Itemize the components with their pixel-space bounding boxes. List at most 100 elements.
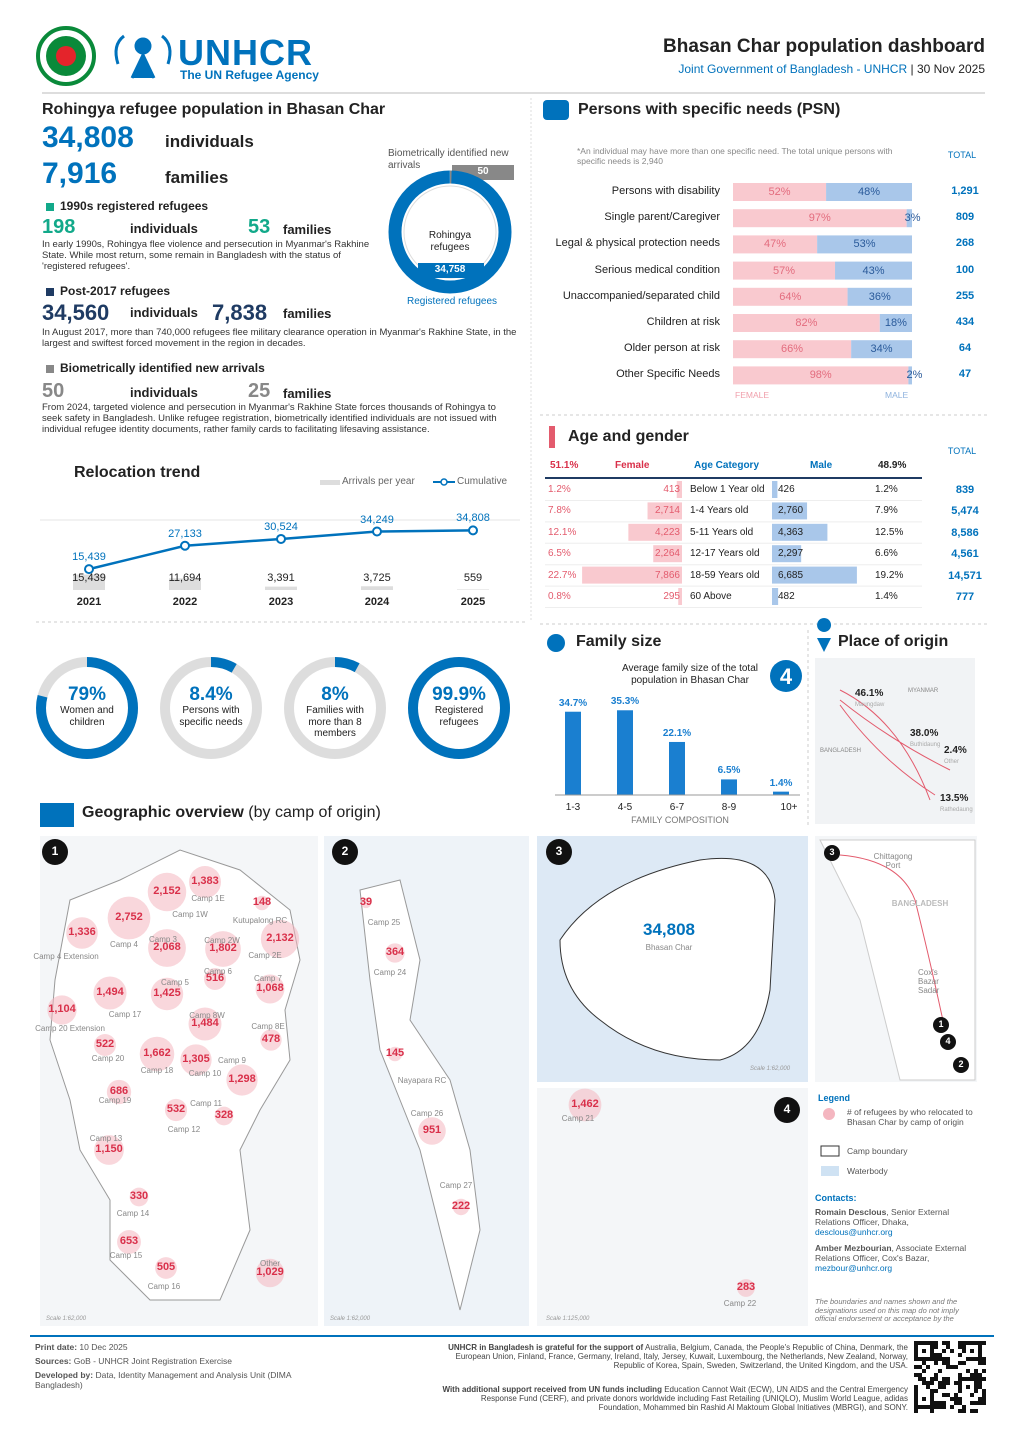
bubble [260,1029,282,1051]
female-label: 64% [779,290,802,303]
cumulative-point [84,564,94,575]
qr-cell [946,1365,950,1369]
qr-cell [918,1377,922,1381]
bubble [148,929,186,967]
camp-label: Nayapara RC [397,1076,447,1085]
island [559,857,776,1061]
female-bar [733,235,818,254]
arrival-bar [169,578,201,590]
bubble-label: 1,336 [68,926,96,938]
female-bar [733,340,852,359]
family-bar [773,791,789,795]
camp-label: Camp 7 [253,974,283,983]
camp-label: Camp 11 [190,1099,222,1108]
label: individuals [130,305,198,320]
qr-cell [942,1357,946,1361]
value-label: 1.4% [769,777,793,789]
qr-cell [930,1341,934,1345]
female-share: 0.8% [548,591,571,602]
qr-cell [914,1405,918,1409]
qr-cell [978,1361,982,1365]
qr-cell [942,1393,946,1397]
meta-key: Developed by: [35,1370,94,1380]
year-label: 2021 [76,596,102,608]
bubble [106,1079,132,1105]
qr-cell [938,1385,942,1389]
map-scale: Scale 1:125,000 [546,1316,590,1322]
qr-cell [958,1389,962,1393]
camp-label: Camp 3 [148,935,178,944]
arrival-label: 3,391 [267,572,295,584]
qr-cell [958,1409,962,1413]
qr-cell [922,1377,926,1381]
qr-cell [914,1349,918,1353]
geo-icon [40,803,74,827]
meta-key: Sources: [35,1356,72,1366]
male-label: 53% [853,238,876,251]
donut-caption: Biometrically identified new arrivals [388,148,509,171]
age-category: 5-11 Years old [690,526,754,538]
bubble [94,1135,124,1165]
qr-cell [978,1385,982,1389]
qr-cell [950,1397,954,1401]
camp-label: Camp 4 [109,940,139,949]
qr-cell [938,1401,942,1405]
family-bar [669,741,685,795]
camp-label: Camp 27 [439,1181,473,1190]
bubble-label: 148 [252,896,272,908]
legend-label: Arrivals per year [342,476,415,487]
male-value: 482 [778,591,795,602]
family-icon [547,634,565,652]
bubble-label: 1,305 [182,1053,210,1065]
arrival-label: 3,725 [363,572,391,584]
camp-label: Camp 20 [91,1054,125,1063]
kpi-value: 8.4% [189,684,233,705]
qr-cell [978,1353,982,1357]
legend-dot [440,478,448,486]
qr-cell [954,1397,958,1401]
psn-total: 1,291 [951,185,979,197]
bubble-label: 2,068 [153,941,181,953]
map-scale: Scale 1:62,000 [330,1316,371,1322]
qr-cell [982,1389,986,1393]
bubble [387,1046,403,1062]
male-bar [851,340,912,359]
camp-label: Camp 4 Extension [33,952,99,961]
qr-cell [914,1393,918,1397]
male-value: 2,760 [778,505,804,517]
category-header: Age Category [694,460,760,471]
bubble-label: 1,029 [256,1266,284,1278]
psn-name: Unaccompanied/separated child [562,289,720,302]
overview-number: 4 [945,1036,951,1046]
bubble [117,1230,141,1254]
camp-label: Camp 26 [410,1109,444,1118]
camp-boundary [49,849,301,1301]
female-label: 66% [781,343,804,356]
bubble-label: 283 [736,1281,756,1293]
qr-cell [982,1361,986,1365]
female-value: 4,223 [654,526,680,538]
map-number: 2 [341,844,349,858]
female-value: 2,714 [654,505,680,517]
kpi-value: 8% [321,684,349,705]
qr-cell [970,1373,974,1377]
bubble [255,974,285,1004]
camp-label: Camp 1E [191,894,225,903]
qr-cell [966,1377,970,1381]
qr-cell [962,1405,966,1409]
qr-cell [958,1401,962,1405]
bubble [150,977,184,1011]
qr-cell [922,1369,926,1373]
label: families [165,168,229,187]
label: families [283,222,332,237]
qr-cell [942,1381,946,1385]
bubble [139,1036,175,1072]
kpi-arc [36,657,138,759]
subtitle: Joint Government of Bangladesh - UNHCR [678,62,908,76]
camp-label: Camp 8E [251,1022,285,1031]
psn-total: 64 [958,342,972,355]
map-scale: Scale 1:62,000 [750,1066,791,1072]
qr-cell [970,1341,974,1345]
legend-item: Waterbody [847,1166,888,1176]
psn-name: Serious medical condition [594,263,720,276]
